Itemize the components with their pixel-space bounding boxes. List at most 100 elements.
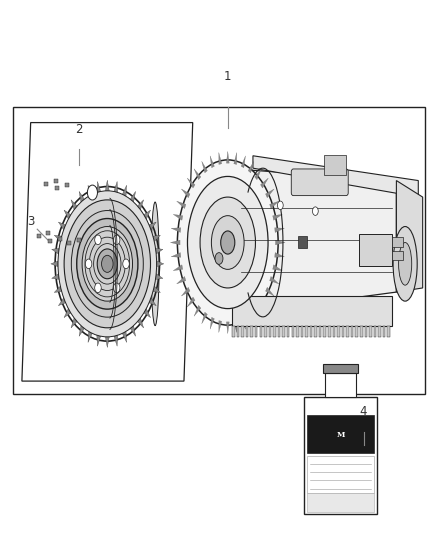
Polygon shape xyxy=(194,305,201,316)
Polygon shape xyxy=(219,152,222,165)
Ellipse shape xyxy=(97,249,117,279)
Polygon shape xyxy=(202,161,207,173)
Polygon shape xyxy=(52,273,59,279)
Bar xyxy=(346,326,349,337)
Bar xyxy=(296,326,299,337)
Polygon shape xyxy=(149,222,156,230)
Bar xyxy=(383,326,385,337)
Polygon shape xyxy=(64,309,71,318)
Polygon shape xyxy=(138,200,144,210)
Ellipse shape xyxy=(64,200,151,328)
Ellipse shape xyxy=(123,259,129,269)
Polygon shape xyxy=(130,326,136,336)
Bar xyxy=(232,326,235,337)
Polygon shape xyxy=(138,318,144,328)
Ellipse shape xyxy=(277,201,283,209)
Bar xyxy=(273,326,276,337)
Bar xyxy=(360,326,363,337)
FancyBboxPatch shape xyxy=(291,169,348,196)
Bar xyxy=(337,326,340,337)
Bar xyxy=(264,326,267,337)
Polygon shape xyxy=(210,156,214,168)
Bar xyxy=(314,326,317,337)
Ellipse shape xyxy=(151,202,159,326)
Polygon shape xyxy=(270,201,279,208)
Ellipse shape xyxy=(113,235,120,245)
Ellipse shape xyxy=(77,219,138,309)
Polygon shape xyxy=(51,261,58,266)
Ellipse shape xyxy=(82,227,133,301)
Polygon shape xyxy=(144,210,151,219)
Polygon shape xyxy=(226,322,229,334)
Text: M: M xyxy=(336,431,345,439)
Polygon shape xyxy=(273,214,283,220)
Polygon shape xyxy=(155,248,163,254)
Polygon shape xyxy=(248,161,254,173)
Ellipse shape xyxy=(85,259,92,269)
Bar xyxy=(304,397,377,514)
Polygon shape xyxy=(52,248,59,254)
Text: 4: 4 xyxy=(360,406,367,418)
Ellipse shape xyxy=(215,253,223,264)
Polygon shape xyxy=(181,287,190,296)
Bar xyxy=(268,326,271,337)
Polygon shape xyxy=(177,201,186,208)
Ellipse shape xyxy=(393,227,417,301)
Polygon shape xyxy=(187,178,195,188)
Bar xyxy=(292,326,294,337)
Bar xyxy=(287,326,290,337)
Polygon shape xyxy=(273,265,283,271)
Polygon shape xyxy=(58,222,66,230)
Bar xyxy=(342,326,344,337)
Polygon shape xyxy=(71,200,77,210)
Polygon shape xyxy=(153,286,160,293)
Polygon shape xyxy=(254,169,261,180)
Bar xyxy=(328,326,331,337)
Ellipse shape xyxy=(212,216,244,269)
Polygon shape xyxy=(71,318,77,328)
Text: 1: 1 xyxy=(224,70,232,83)
Polygon shape xyxy=(173,265,183,271)
Polygon shape xyxy=(64,210,71,219)
Polygon shape xyxy=(181,189,190,198)
Ellipse shape xyxy=(312,207,318,215)
Polygon shape xyxy=(177,277,186,284)
Polygon shape xyxy=(171,228,181,232)
Bar xyxy=(241,326,244,337)
Ellipse shape xyxy=(95,283,101,293)
Ellipse shape xyxy=(221,231,235,254)
Polygon shape xyxy=(130,191,136,202)
Bar xyxy=(307,415,374,454)
Bar xyxy=(260,326,262,337)
Polygon shape xyxy=(58,298,66,306)
Ellipse shape xyxy=(58,191,157,337)
Polygon shape xyxy=(79,326,85,336)
Bar xyxy=(388,326,390,337)
Polygon shape xyxy=(253,156,418,197)
Bar xyxy=(392,251,403,260)
Polygon shape xyxy=(187,297,195,307)
Bar xyxy=(246,326,248,337)
Ellipse shape xyxy=(95,235,101,245)
Polygon shape xyxy=(248,312,254,324)
Polygon shape xyxy=(114,335,118,346)
Polygon shape xyxy=(54,235,62,241)
Polygon shape xyxy=(171,253,181,257)
Polygon shape xyxy=(122,185,127,196)
Bar xyxy=(298,236,307,248)
Bar xyxy=(13,107,425,394)
Polygon shape xyxy=(97,335,101,346)
Polygon shape xyxy=(265,189,274,198)
Polygon shape xyxy=(156,261,164,266)
Polygon shape xyxy=(276,240,285,245)
Polygon shape xyxy=(144,309,151,318)
Polygon shape xyxy=(88,185,92,196)
Polygon shape xyxy=(122,332,127,343)
Polygon shape xyxy=(223,168,396,315)
Polygon shape xyxy=(149,298,156,305)
Polygon shape xyxy=(226,151,229,163)
Polygon shape xyxy=(97,181,101,192)
Polygon shape xyxy=(79,191,85,202)
Bar xyxy=(359,233,392,265)
Ellipse shape xyxy=(200,197,255,288)
